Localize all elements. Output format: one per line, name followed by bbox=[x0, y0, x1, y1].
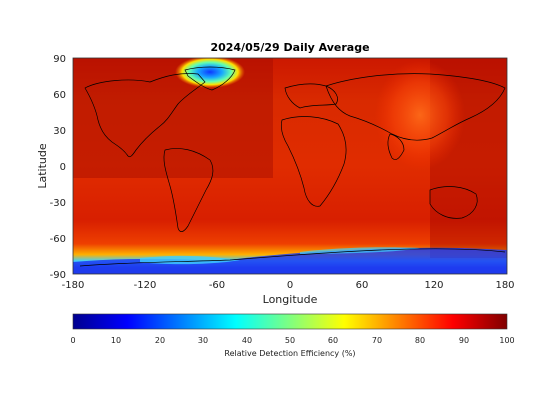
y-tick-neg60: -60 bbox=[50, 234, 66, 245]
cb-tick-90: 90 bbox=[459, 336, 469, 345]
y-tick-neg30: -30 bbox=[50, 198, 66, 209]
x-axis-label: Longitude bbox=[263, 293, 318, 306]
cb-tick-70: 70 bbox=[372, 336, 382, 345]
x-tick-neg120: -120 bbox=[134, 280, 157, 291]
x-tick-0: 0 bbox=[287, 280, 293, 291]
cb-tick-40: 40 bbox=[242, 336, 252, 345]
efficiency-map bbox=[73, 58, 507, 274]
colorbar-label: Relative Detection Efficiency (%) bbox=[224, 349, 355, 358]
y-axis-label: Latitude bbox=[36, 143, 49, 189]
x-axis: -180 -120 -60 0 60 120 180 Longitude bbox=[62, 280, 515, 306]
y-axis: 90 60 30 0 -30 -60 -90 Latitude bbox=[36, 54, 66, 281]
cb-tick-30: 30 bbox=[198, 336, 208, 345]
cb-tick-80: 80 bbox=[415, 336, 425, 345]
x-tick-neg60: -60 bbox=[209, 280, 225, 291]
y-tick-60: 60 bbox=[53, 90, 66, 101]
cb-tick-50: 50 bbox=[285, 336, 295, 345]
y-tick-30: 30 bbox=[53, 126, 66, 137]
cb-tick-20: 20 bbox=[155, 336, 165, 345]
y-tick-neg90: -90 bbox=[50, 270, 66, 281]
colorbar-gradient bbox=[72, 313, 508, 330]
colorbar: 0 10 20 30 40 50 60 70 80 90 100 Relativ… bbox=[70, 313, 515, 358]
plot-frame bbox=[72, 57, 508, 275]
cb-tick-60: 60 bbox=[328, 336, 338, 345]
y-tick-90: 90 bbox=[53, 54, 66, 65]
x-tick-neg180: -180 bbox=[62, 280, 85, 291]
cb-tick-100: 100 bbox=[499, 336, 514, 345]
x-tick-60: 60 bbox=[356, 280, 369, 291]
x-tick-180: 180 bbox=[495, 280, 514, 291]
antarctic-low-region bbox=[73, 247, 507, 274]
asia-bright-region bbox=[375, 60, 465, 170]
cb-tick-10: 10 bbox=[111, 336, 121, 345]
y-tick-0: 0 bbox=[60, 162, 66, 173]
map-title: 2024/05/29 Daily Average bbox=[210, 41, 369, 54]
coastlines bbox=[79, 66, 506, 267]
x-tick-120: 120 bbox=[424, 280, 443, 291]
cb-tick-0: 0 bbox=[70, 336, 75, 345]
